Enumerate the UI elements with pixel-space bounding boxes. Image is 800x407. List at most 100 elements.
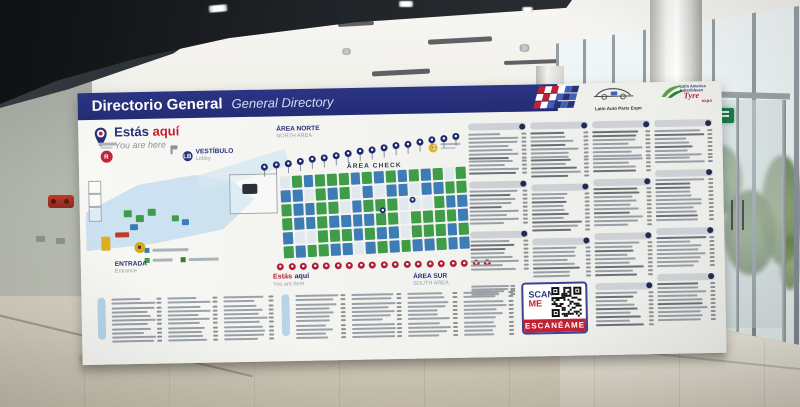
booth-number-text <box>647 223 653 226</box>
booth-number-text <box>452 296 458 299</box>
door-frame-post <box>782 100 786 342</box>
booth-number-text <box>585 250 591 253</box>
car-icon <box>593 88 634 100</box>
exhibitor-name-text <box>468 140 518 144</box>
exhibitor-name-text <box>531 213 569 216</box>
bottom-list-row <box>167 321 218 326</box>
checkered-flag-logo <box>533 85 580 109</box>
booth-number-text <box>397 331 403 334</box>
bottom-list-row <box>296 332 347 336</box>
vertical-label-pill <box>97 297 107 340</box>
exhibitor-name-text <box>657 290 707 294</box>
exhibitor-name-text <box>224 337 258 341</box>
booth-number-text <box>213 330 219 333</box>
booth-number-text <box>396 301 402 304</box>
exhibitor-name-text <box>111 323 148 327</box>
exhibitor-name-text <box>351 314 392 318</box>
exhibitor-name-text <box>655 178 705 182</box>
booth-number-text <box>708 178 714 181</box>
exhibitor-name-text <box>657 298 703 302</box>
directory-row <box>533 274 592 278</box>
booth-number-text <box>646 191 652 194</box>
exhibitor-name-text <box>532 254 577 258</box>
directory-section <box>656 226 715 269</box>
exhibitor-name-text <box>469 218 520 222</box>
exhibitor-name-text <box>593 169 637 173</box>
booth-number-text <box>157 335 163 338</box>
booth-number-text <box>709 264 715 267</box>
bottom-list-row <box>111 314 162 318</box>
bottom-list-row <box>296 327 347 332</box>
booth-number-text <box>522 201 528 205</box>
booth-number-text <box>156 327 162 330</box>
booth-number-text <box>708 218 715 221</box>
booth-number-text <box>340 311 346 314</box>
exhibitor-name-text <box>352 331 396 334</box>
booth-number-text <box>645 141 651 144</box>
fire-valve <box>48 195 74 208</box>
booth-number-text <box>521 144 527 147</box>
booth-number-text <box>522 193 528 197</box>
exhibitor-name-text <box>593 207 640 211</box>
exhibitor-name-text <box>531 209 565 212</box>
exhibitor-name-text <box>593 215 643 219</box>
exhibitor-name-text <box>594 245 633 249</box>
booth-number-text <box>583 142 589 146</box>
exhibitor-name-text <box>592 153 642 157</box>
booth-number-text <box>453 329 459 333</box>
exhibitor-name-text <box>407 305 446 308</box>
section-letter-badge <box>581 121 588 129</box>
exhibitor-name-text <box>468 152 519 156</box>
exhibitor-name-text <box>593 203 631 207</box>
booth-number-text <box>523 247 529 250</box>
tyre-expo-word: Tyre <box>683 90 700 101</box>
booth-number-text <box>396 326 403 329</box>
exhibitor-name-text <box>595 315 642 319</box>
exhibitor-name-text <box>531 193 568 196</box>
exhibitor-name-text <box>470 222 505 225</box>
exhibitor-name-text <box>592 150 632 153</box>
booth-number-text <box>523 251 529 254</box>
booth-number-text <box>212 326 218 329</box>
exhibitor-name-text <box>657 306 708 310</box>
booth-number-text <box>710 282 716 285</box>
exhibitor-name-text <box>351 318 384 322</box>
bottom-list-row <box>351 322 402 326</box>
directory-section-header <box>469 180 528 189</box>
exhibitor-name-text <box>112 339 154 343</box>
directory-section-header <box>531 183 590 192</box>
bottom-list-row <box>111 310 162 314</box>
directory-column <box>468 122 530 330</box>
booth-number-text <box>710 290 716 293</box>
exhibitor-name-text <box>594 223 629 227</box>
booth-number-text <box>707 144 713 147</box>
booth-number-text <box>522 213 528 217</box>
exhibitor-name-text <box>351 297 392 301</box>
exhibitor-name-text <box>654 128 701 132</box>
booth-number-text <box>647 249 653 252</box>
exhibitor-name-text <box>654 156 690 160</box>
exhibitor-name-text <box>657 282 699 286</box>
booth-number-text <box>523 267 529 270</box>
bottom-list-row <box>407 308 458 313</box>
bottom-list-row <box>352 331 403 335</box>
booth-number-text <box>646 203 652 206</box>
booth-number-text <box>583 131 589 134</box>
booth-number-text <box>523 221 529 224</box>
exhibitor-name-text <box>531 197 565 200</box>
booth-number-text <box>584 208 590 211</box>
directory-row <box>470 221 529 225</box>
exhibitor-name-text <box>470 264 503 267</box>
directory-section <box>655 168 715 223</box>
booth-number-text <box>585 246 591 249</box>
booth-number-text <box>707 128 713 131</box>
booth-number-text <box>645 161 651 164</box>
directory-row <box>594 223 653 227</box>
booth-number-text <box>340 315 346 318</box>
exhibitor-name-text <box>530 151 569 155</box>
directory-row <box>657 317 716 322</box>
exhibitor-name-text <box>593 195 633 199</box>
booth-number-text <box>213 338 219 341</box>
exhibitor-name-text <box>654 144 693 148</box>
booth-number-text <box>646 195 652 198</box>
